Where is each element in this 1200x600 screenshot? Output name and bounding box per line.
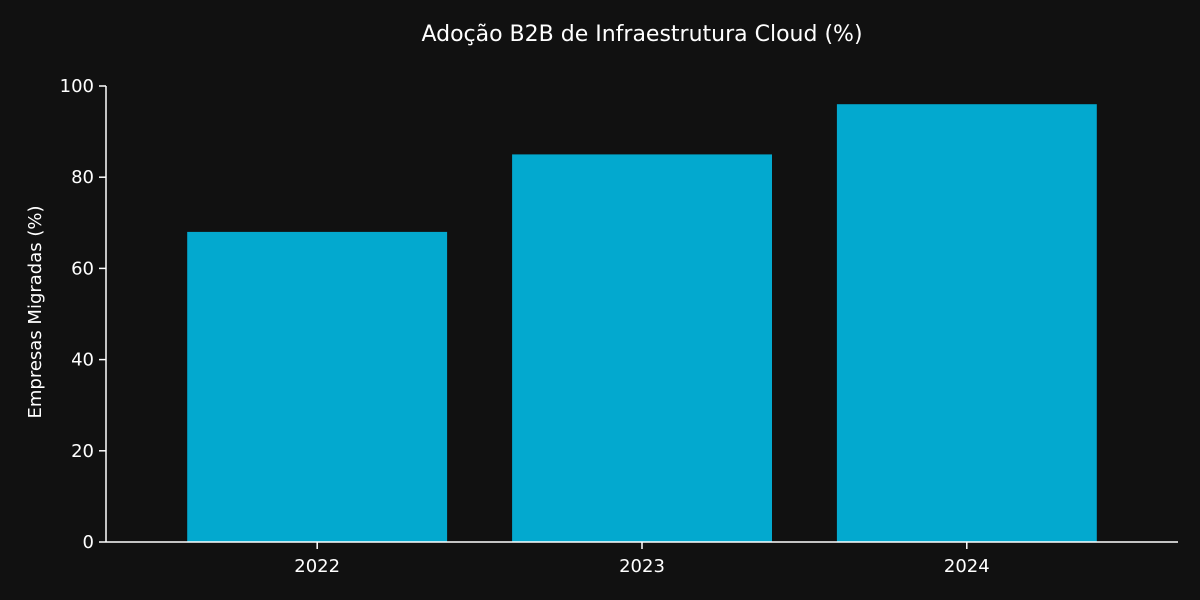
bar-2024 <box>836 104 1097 542</box>
chart-title: Adoção B2B de Infraestrutura Cloud (%) <box>421 22 862 47</box>
y-tick-label-0: 0 <box>83 532 94 553</box>
x-tick-label-2024: 2024 <box>944 556 990 577</box>
x-tick-label-2022: 2022 <box>294 556 340 577</box>
x-tick-label-2023: 2023 <box>619 556 665 577</box>
y-tick-label-80: 80 <box>71 167 94 188</box>
y-tick-label-100: 100 <box>60 76 94 97</box>
bar-2022 <box>187 231 448 542</box>
y-ticks-group: 0 20 40 60 80 100 <box>60 76 106 553</box>
y-tick-label-60: 60 <box>71 258 94 279</box>
y-tick-label-40: 40 <box>71 350 94 371</box>
bar-2023 <box>512 154 772 542</box>
y-tick-label-20: 20 <box>71 441 94 462</box>
x-ticks-group: 2022 2023 2024 <box>294 542 990 577</box>
y-axis-label: Empresas Migradas (%) <box>25 205 46 418</box>
bars-group <box>187 104 1097 542</box>
